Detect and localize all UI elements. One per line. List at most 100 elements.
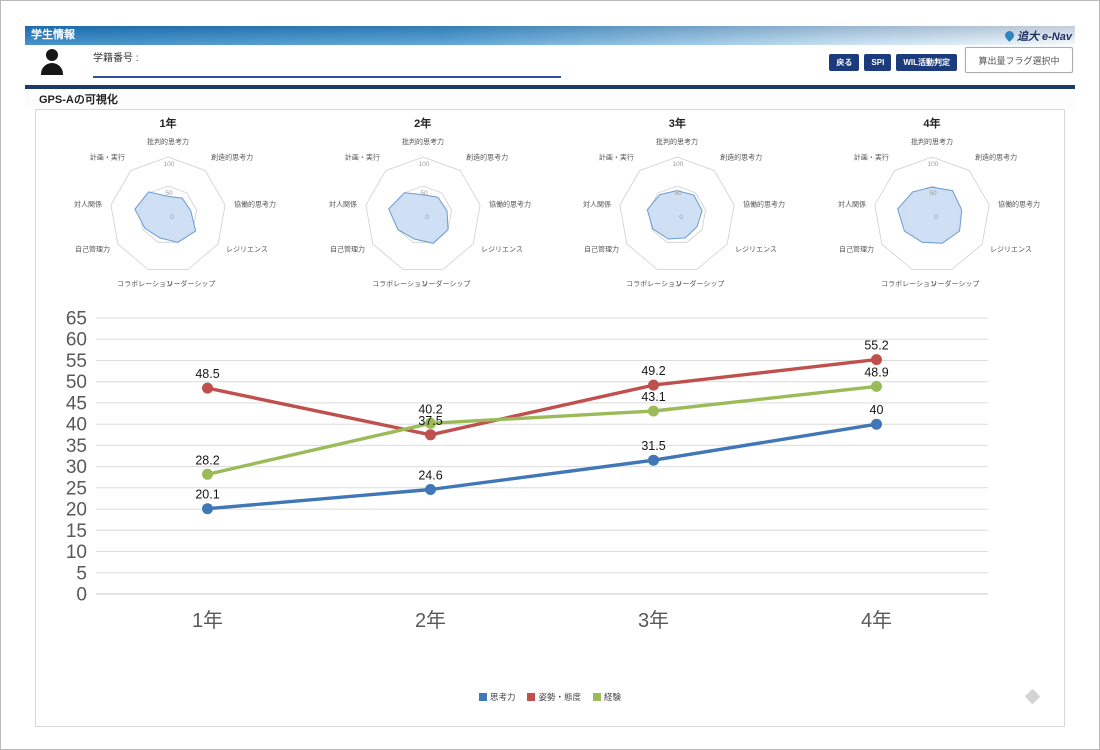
student-id-input[interactable] [93,61,561,78]
radar-axis-label: リーダーシップ [421,279,470,288]
radar-axis-label: 批判的思考力 [147,137,189,146]
data-point [648,454,659,466]
navy-divider [25,85,1075,89]
radar-axis-label: 批判的思考力 [911,137,953,146]
student-id-row: 学籍番号 : 戻る SPI WIL活動判定 算出量フラグ選択中 [25,45,1075,85]
data-point [871,418,882,430]
radar-axis-label: 協働的思考力 [489,199,531,208]
radar-value-polygon [387,192,449,244]
radar-axis-label: 創造的思考力 [720,153,762,162]
spi-button[interactable]: SPI [864,54,892,71]
radar-value-polygon [897,186,963,244]
data-point [202,382,213,394]
back-button[interactable]: 戻る [829,54,860,71]
line-series [207,422,877,511]
radar-axis-label: コラボレーション [881,280,937,288]
radar-tick-label: 100 [673,161,684,168]
y-axis-tick-label: 45 [66,393,87,414]
radar-chart-title: 1年 [159,118,177,130]
radar-axis-label: 自己管理力 [75,245,110,254]
legend-label: 思考力 [489,692,516,702]
radar-axis-label: 批判的思考力 [656,137,698,146]
data-point-label: 49.2 [641,364,665,378]
y-axis-tick-label: 50 [66,372,87,393]
radar-tick-label: 100 [928,161,939,168]
radar-chart-title: 3年 [668,118,686,130]
radar-tick-label: 0 [170,214,174,221]
data-point [871,380,882,392]
radar-tick-label: 0 [425,214,429,221]
radar-axis-label: 批判的思考力 [402,137,444,146]
section-header: GPS-Aの可視化 [25,89,1075,109]
radar-tick-label: 100 [418,161,429,168]
app-container: 学生情報 追大 e-Nav 学籍番号 : 戻る SPI WIL活動判定 算出量フ… [25,26,1075,732]
legend-swatch [593,693,601,701]
data-point-label: 37.5 [418,414,442,428]
line-chart-area: 0 5 10 15 20 25 30 35 40 45 50 55 60 65 1年 2年 3年 4年 20.1 24… [46,309,1064,645]
gps-a-panel: 1年 批判的思考力 創造的思考力 協働的思考力 レジリエンス リーダーシップ コラボレーショ… [35,109,1065,727]
radar-axis-label: レジリエンス [990,246,1032,254]
legend-label: 経験 [604,692,622,702]
radar-axis-label: 対人関係 [329,199,357,208]
data-point-label: 55.2 [864,339,888,353]
radar-chart-row: 1年 批判的思考力 創造的思考力 協働的思考力 レジリエンス リーダーシップ コラボレーショ… [36,110,1064,298]
radar-axis-label: 自己管理力 [584,245,619,254]
y-axis-tick-label: 30 [66,457,87,478]
y-axis-tick-label: 25 [66,478,87,499]
data-point [202,503,213,515]
radar-chart: 4年 批判的思考力 創造的思考力 協働的思考力 レジリエンス リーダーシップ コラボレーショ… [806,112,1058,298]
legend-swatch [527,693,536,701]
radar-chart-title: 2年 [414,118,432,130]
legend-label: 姿勢・態度 [538,692,581,702]
data-point [425,429,436,441]
radar-tick-label: 50 [929,190,937,197]
radar-axis-label: 対人関係 [74,199,102,208]
radar-axis-label: 自己管理力 [839,245,874,254]
line-series [207,384,877,476]
y-axis-tick-label: 55 [66,351,87,372]
data-point [425,484,436,495]
y-axis-tick-label: 10 [66,542,87,563]
data-point-label: 43.1 [641,390,665,404]
person-icon [39,49,65,79]
radar-grid-ring [619,156,735,270]
radar-axis-label: 協働的思考力 [234,199,276,208]
wil-judge-button[interactable]: WIL活動判定 [896,54,957,71]
radar-axis-label: リーダーシップ [676,279,725,288]
radar-grid-ring [648,185,707,243]
radar-grid-ring [365,156,481,270]
title-bar: 学生情報 追大 e-Nav [25,26,1075,45]
legend-swatch [478,693,487,701]
radar-chart: 3年 批判的思考力 創造的思考力 協働的思考力 レジリエンス リーダーシップ コラボレーショ… [551,112,803,298]
y-axis-tick-label: 5 [76,563,87,584]
student-id-label: 学籍番号 : [93,53,139,64]
legend-item: 姿勢・態度 [527,691,581,703]
radar-tick-label: 0 [680,214,684,221]
y-axis-tick-label: 60 [66,330,87,351]
y-axis-tick-label: 65 [66,310,87,330]
radar-axis-label: 協働的思考力 [998,199,1040,208]
calc-flag-selector[interactable]: 算出量フラグ選択中 [965,47,1073,73]
radar-value-polygon [134,191,197,243]
radar-axis-label: 創造的思考力 [466,153,508,162]
data-point-label: 48.5 [195,367,219,381]
data-point-label: 48.9 [864,365,888,379]
legend-item: 経験 [593,691,621,703]
x-axis-tick-label: 4年 [861,609,892,632]
data-point [425,417,436,429]
section-title: GPS-Aの可視化 [39,94,118,106]
data-point-label: 40 [870,403,884,417]
radar-axis-label: 計画・実行 [345,153,380,162]
radar-axis-label: 創造的思考力 [975,153,1017,162]
radar-tick-label: 50 [165,190,173,197]
y-axis-tick-label: 15 [66,521,87,542]
x-axis-tick-label: 3年 [638,609,669,632]
radar-axis-label: 計画・実行 [90,153,125,162]
logo-text: 追大 e-Nav [1016,30,1072,43]
page-title: 学生情報 [31,29,75,41]
data-point [871,354,882,366]
